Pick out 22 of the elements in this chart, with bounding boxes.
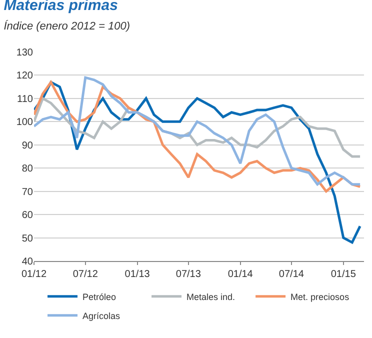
x-tick-label: 01/14	[228, 269, 254, 280]
x-tick-label: 07/12	[72, 269, 98, 280]
legend-label: Petróleo	[82, 292, 116, 302]
x-tick-label: 07/13	[176, 269, 202, 280]
chart-subtitle: Índice (enero 2012 = 100)	[4, 20, 130, 33]
y-tick-label: 100	[16, 117, 34, 128]
x-tick-label: 01/13	[124, 269, 150, 280]
legend-label: Met. preciosos	[290, 292, 350, 302]
y-tick-label: 70	[22, 186, 34, 198]
y-tick-label: 60	[22, 210, 34, 222]
y-tick-label: 120	[16, 70, 34, 82]
legend-label: Agrícolas	[82, 310, 121, 321]
legend-label: Metales ind.	[186, 292, 236, 302]
y-tick-label: 90	[22, 140, 34, 152]
y-tick-label: 80	[22, 164, 34, 175]
x-tick-label: 07/14	[278, 269, 304, 280]
y-tick-label: 130	[16, 48, 34, 58]
x-tick-label: 01/12	[21, 269, 47, 280]
y-tick-label: 50	[22, 233, 34, 244]
x-tick-label: 01/15	[330, 269, 356, 280]
y-tick-label: 110	[17, 94, 34, 105]
y-tick-label: 40	[22, 256, 34, 268]
